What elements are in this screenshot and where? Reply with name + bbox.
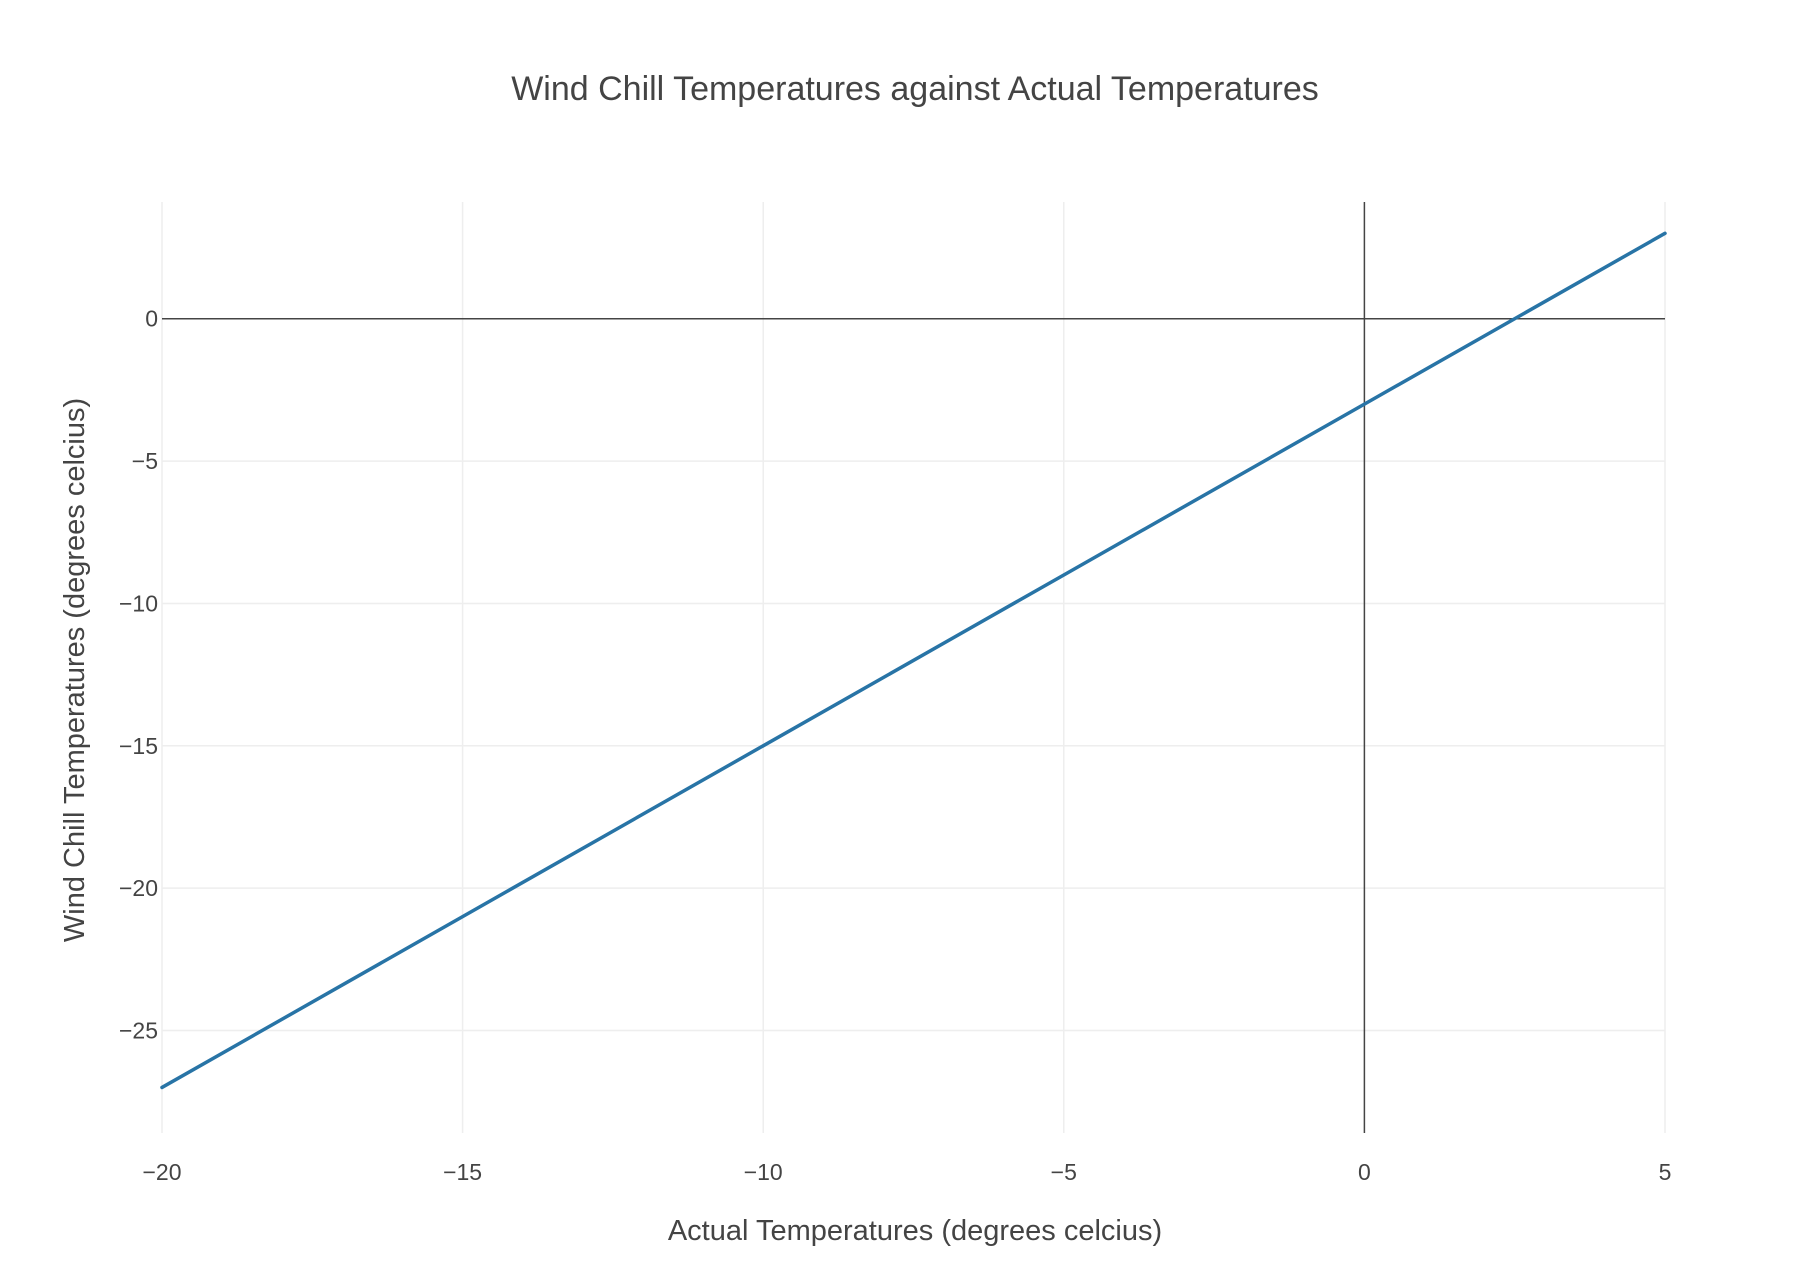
x-tick-label: 0 (1358, 1159, 1371, 1185)
x-tick-label: −20 (142, 1159, 181, 1185)
x-tick-label: −15 (443, 1159, 482, 1185)
zero-lines (162, 202, 1665, 1133)
y-axis-title: Wind Chill Temperatures (degrees celcius… (59, 398, 91, 942)
y-tick-label: 0 (145, 306, 158, 332)
series-line (160, 231, 1667, 1090)
x-tick-label: 5 (1659, 1159, 1672, 1185)
x-axis-ticks: −20 −15 −10 −5 0 5 (142, 1159, 1671, 1185)
y-axis-ticks: −25 −20 −15 −10 −5 0 (119, 306, 158, 1044)
x-tick-label: −5 (1051, 1159, 1077, 1185)
y-tick-label: −25 (119, 1018, 158, 1044)
y-tick-label: −5 (132, 448, 158, 474)
y-tick-label: −10 (119, 590, 158, 616)
y-tick-label: −15 (119, 733, 158, 759)
y-tick-label: −20 (119, 875, 158, 901)
chart-title: Wind Chill Temperatures against Actual T… (511, 70, 1319, 108)
x-axis-title: Actual Temperatures (degrees celcius) (668, 1215, 1162, 1247)
series-layer (160, 231, 1667, 1090)
x-tick-label: −10 (744, 1159, 783, 1185)
grid-lines (161, 202, 1666, 1133)
